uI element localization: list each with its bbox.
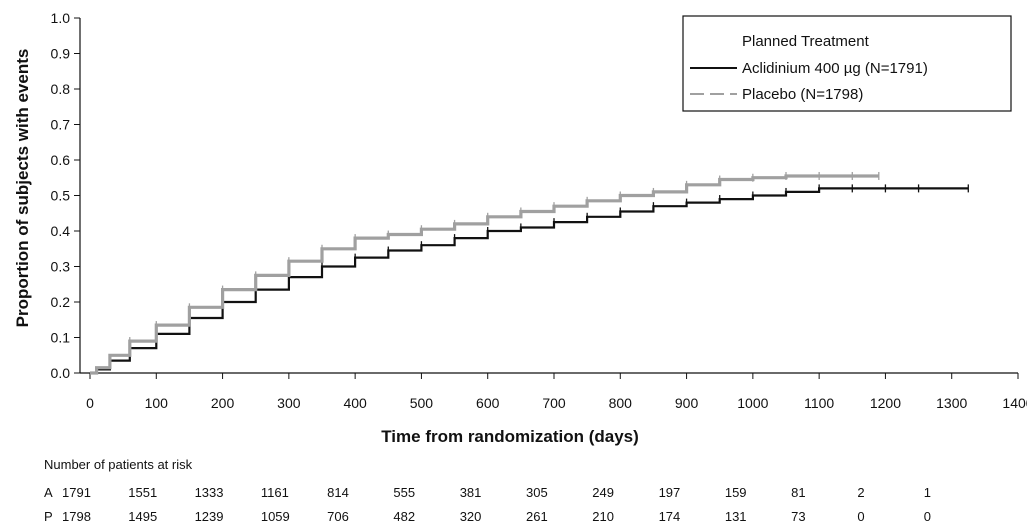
y-tick-label: 0.0 (51, 365, 71, 381)
risk-row-label: A (44, 485, 53, 500)
x-tick-label: 1100 (804, 395, 834, 411)
y-tick-label: 0.5 (51, 188, 71, 204)
risk-cell: 1791 (62, 485, 91, 500)
x-tick-label: 800 (609, 395, 633, 411)
risk-cell: 174 (659, 509, 681, 524)
risk-cell: 1 (924, 485, 931, 500)
risk-cell: 2 (857, 485, 864, 500)
risk-cell: 814 (327, 485, 349, 500)
legend-label-placebo: Placebo (N=1798) (742, 86, 863, 103)
risk-cell: 261 (526, 509, 548, 524)
axes: 0 100 200 300 400 500 600 700 800 900 1000 1100 1200… (51, 10, 1027, 411)
legend-label-aclidinium: Aclidinium 400 µg (N=1791) (742, 60, 928, 77)
series-line-0 (90, 187, 969, 375)
x-tick-label: 1300 (936, 395, 967, 411)
x-tick-label: 700 (542, 395, 566, 411)
risk-cell: 1239 (195, 509, 224, 524)
x-tick-label: 200 (211, 395, 235, 411)
y-tick-label: 0.9 (51, 46, 71, 62)
x-tick-label: 500 (410, 395, 434, 411)
risk-table-title: Number of patients at risk (44, 457, 193, 472)
risk-cell: 1495 (128, 509, 157, 524)
y-tick-label: 0.7 (51, 117, 71, 133)
risk-cell: 159 (725, 485, 747, 500)
x-tick-label: 1200 (870, 395, 901, 411)
risk-cell: 197 (659, 485, 681, 500)
y-tick-label: 0.8 (51, 81, 71, 97)
x-tick-label: 600 (476, 395, 500, 411)
x-tick-label: 100 (145, 395, 169, 411)
risk-cell: 320 (460, 509, 482, 524)
risk-cell: 249 (592, 485, 614, 500)
x-tick-label: 900 (675, 395, 699, 411)
series-layer (90, 171, 969, 375)
risk-cell: 0 (857, 509, 864, 524)
risk-cell: 1551 (128, 485, 157, 500)
risk-cell: 482 (393, 509, 415, 524)
legend: Planned Treatment Aclidinium 400 µg (N=1… (682, 15, 1012, 112)
risk-cell: 0 (924, 509, 931, 524)
legend-title: Planned Treatment (742, 33, 870, 50)
risk-cell: 555 (393, 485, 415, 500)
y-tick-label: 0.3 (51, 259, 71, 275)
risk-row-label: P (44, 509, 53, 524)
y-tick-label: 0.1 (51, 330, 71, 346)
risk-cell: 1798 (62, 509, 91, 524)
x-axis-title: Time from randomization (days) (381, 427, 639, 446)
risk-cell: 131 (725, 509, 747, 524)
x-tick-label: 0 (86, 395, 94, 411)
risk-table: A 1791 1551 1333 1161 814 555 381 305 249 197 159 81… (44, 485, 931, 524)
y-tick-label: 0.6 (51, 152, 71, 168)
y-tick-label: 0.2 (51, 294, 71, 310)
risk-cell: 73 (791, 509, 805, 524)
risk-cell: 1161 (261, 485, 289, 500)
x-tick-label: 1000 (737, 395, 768, 411)
risk-cell: 81 (791, 485, 805, 500)
y-tick-label: 1.0 (51, 10, 71, 26)
risk-cell: 706 (327, 509, 349, 524)
series-line-1 (90, 174, 879, 375)
legend-box (682, 15, 1012, 112)
y-tick-label: 0.4 (51, 223, 71, 239)
x-tick-label: 300 (277, 395, 301, 411)
risk-cell: 305 (526, 485, 548, 500)
risk-cell: 1059 (261, 509, 290, 524)
y-axis-title: Proportion of subjects with events (13, 49, 32, 328)
risk-cell: 210 (592, 509, 614, 524)
risk-cell: 381 (460, 485, 482, 500)
risk-cell: 1333 (195, 485, 224, 500)
x-tick-label: 400 (343, 395, 367, 411)
